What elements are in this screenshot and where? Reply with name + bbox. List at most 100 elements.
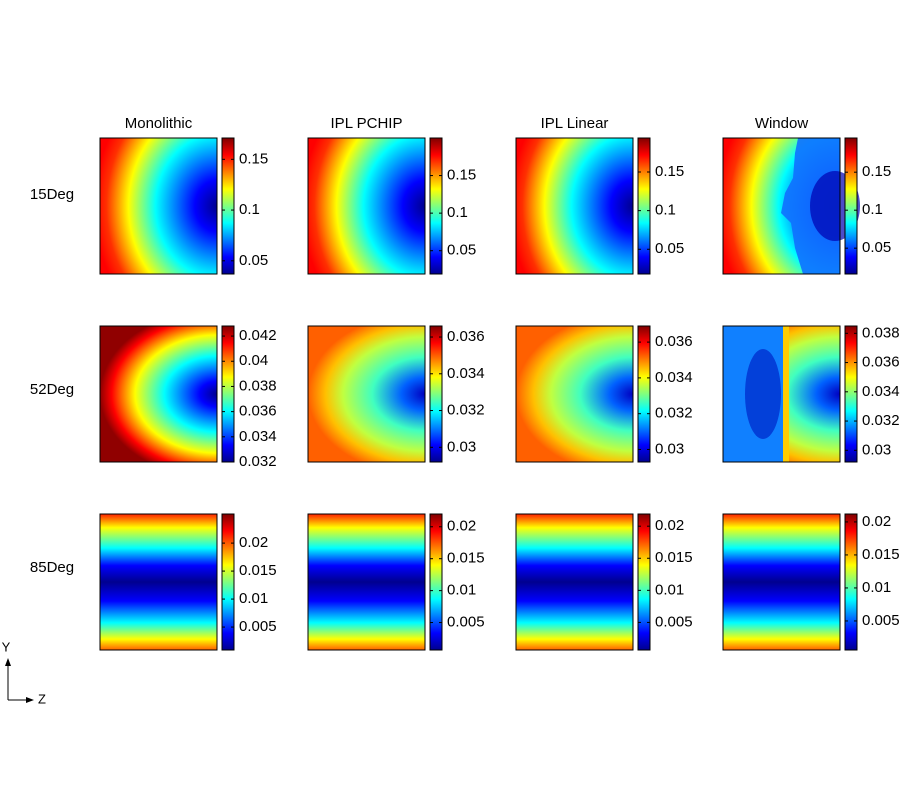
heatmap-field: [100, 514, 217, 650]
colorbar-tick-label: 0.05: [655, 240, 684, 257]
axis-y-label: Y: [2, 639, 11, 654]
heatmap-frame: [307, 137, 426, 275]
colorbar: [637, 137, 651, 275]
colorbar-tick-label: 0.034: [239, 428, 277, 445]
heatmap-field: [308, 326, 425, 462]
colorbar-tick-label: 0.1: [447, 204, 468, 221]
colorbar-tick-label: 0.036: [447, 328, 485, 345]
colorbar: [221, 513, 235, 651]
colorbar-tick-label: 0.042: [239, 327, 277, 344]
axis-arrow-head: [26, 697, 34, 703]
heatmap-region: [745, 349, 781, 439]
colorbar-tick-label: 0.038: [862, 324, 900, 341]
colorbar-tick-label: 0.03: [655, 440, 684, 457]
colorbar: [637, 513, 651, 651]
heatmap: [99, 137, 218, 275]
colorbar-tick-label: 0.036: [862, 354, 900, 371]
colorbar-tick-label: 0.032: [447, 402, 485, 419]
colorbar-tick-label: 0.15: [862, 163, 891, 180]
colorbar-tick-label: 0.03: [862, 441, 891, 458]
colorbar: [429, 513, 443, 651]
colorbar-tick-label: 0.05: [862, 239, 891, 256]
heatmap: [722, 513, 841, 651]
heatmap-frame: [99, 513, 218, 651]
colorbar: [637, 325, 651, 463]
colorbar-tick-label: 0.038: [239, 377, 277, 394]
axis-z-label: Z: [38, 691, 46, 706]
colorbar-tick-label: 0.15: [447, 167, 476, 184]
heatmap: [99, 513, 218, 651]
heatmap: [307, 137, 426, 275]
heatmap-frame: [515, 325, 634, 463]
colorbar-tick-label: 0.02: [447, 518, 476, 535]
heatmap: [307, 325, 426, 463]
row-label: 15Deg: [30, 186, 74, 203]
colorbar-tick-label: 0.01: [239, 590, 268, 607]
heatmap-field: [100, 326, 217, 462]
heatmap: [722, 137, 860, 275]
heatmap-frame: [515, 137, 634, 275]
row-label: 52Deg: [30, 381, 74, 398]
colorbar-tick-label: 0.04: [239, 352, 268, 369]
colorbar: [429, 137, 443, 275]
colorbar-tick-label: 0.15: [239, 150, 268, 167]
colorbar-tick-label: 0.01: [447, 582, 476, 599]
colorbar-tick-label: 0.034: [655, 369, 693, 386]
colorbar: [429, 325, 443, 463]
heatmap-field: [308, 138, 425, 274]
colorbar-tick-label: 0.1: [862, 201, 883, 218]
colorbar-tick-label: 0.02: [239, 534, 268, 551]
colorbar-tick-label: 0.1: [655, 202, 676, 219]
heatmap: [515, 137, 634, 275]
heatmap-field: [723, 514, 840, 650]
colorbar: [221, 325, 235, 463]
colorbar-tick-label: 0.01: [655, 581, 684, 598]
heatmap-frame: [307, 325, 426, 463]
column-title: Window: [755, 115, 809, 132]
row-label: 85Deg: [30, 559, 74, 576]
heatmap: [722, 325, 841, 463]
heatmap-field: [516, 514, 633, 650]
colorbar-tick-label: 0.032: [862, 412, 900, 429]
colorbar: [844, 137, 858, 275]
axis-arrow-head: [5, 658, 11, 666]
colorbar-tick-label: 0.032: [655, 405, 693, 422]
colorbar: [844, 325, 858, 463]
colorbar-tick-label: 0.015: [239, 562, 277, 579]
colorbar-tick-label: 0.015: [862, 546, 900, 563]
column-title: IPL PCHIP: [331, 115, 403, 132]
colorbar-tick-label: 0.05: [447, 242, 476, 259]
heatmap: [515, 325, 634, 463]
heatmap-field: [100, 138, 217, 274]
colorbar-tick-label: 0.034: [447, 365, 485, 382]
heatmap-frame: [99, 325, 218, 463]
colorbar-tick-label: 0.15: [655, 163, 684, 180]
colorbar-tick-label: 0.005: [655, 613, 693, 630]
colorbar-tick-label: 0.036: [655, 333, 693, 350]
heatmap-field: [516, 138, 633, 274]
colorbar-tick-label: 0.1: [239, 201, 260, 218]
colorbar-tick-label: 0.036: [239, 403, 277, 420]
heatmap-field: [308, 514, 425, 650]
colorbar-tick-label: 0.005: [239, 618, 277, 635]
heatmap-frame: [99, 137, 218, 275]
heatmap: [99, 325, 218, 463]
heatmap: [515, 513, 634, 651]
colorbar-tick-label: 0.03: [447, 438, 476, 455]
colorbar-tick-label: 0.005: [862, 612, 900, 629]
colorbar-tick-label: 0.015: [447, 550, 485, 567]
colorbar-tick-label: 0.01: [862, 579, 891, 596]
heatmap-frame: [722, 325, 841, 463]
colorbar-tick-label: 0.015: [655, 549, 693, 566]
heatmap-region: [783, 326, 789, 462]
heatmap: [307, 513, 426, 651]
colorbar-tick-label: 0.034: [862, 383, 900, 400]
heatmap-frame: [722, 513, 841, 651]
colorbar-tick-label: 0.05: [239, 252, 268, 269]
colorbar: [221, 137, 235, 275]
heatmap-frame: [515, 513, 634, 651]
colorbar: [844, 513, 858, 651]
column-title: IPL Linear: [541, 115, 609, 132]
colorbar-tick-label: 0.032: [239, 453, 277, 470]
